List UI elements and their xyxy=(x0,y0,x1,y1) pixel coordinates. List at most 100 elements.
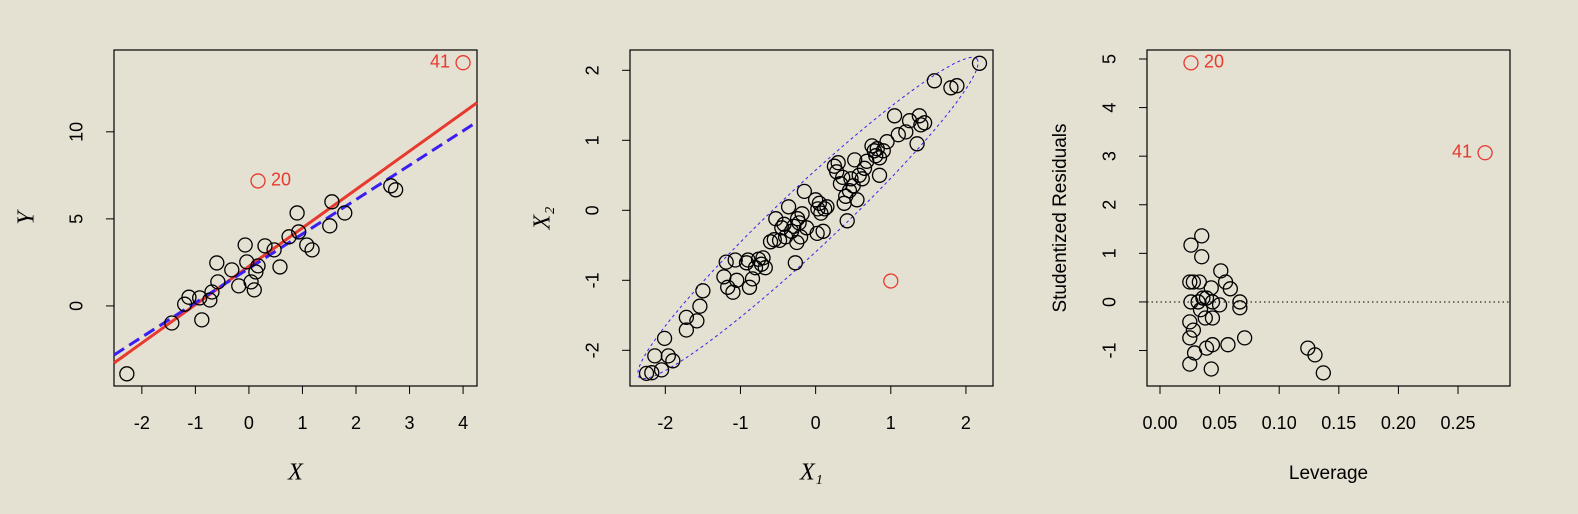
point xyxy=(841,183,858,199)
point xyxy=(868,148,884,164)
point xyxy=(774,220,790,236)
plot-frame xyxy=(113,49,478,387)
point xyxy=(949,78,965,94)
point xyxy=(678,322,695,338)
point xyxy=(181,289,197,305)
point xyxy=(1203,280,1219,296)
plot-frame xyxy=(1146,49,1511,387)
point xyxy=(755,250,771,266)
x-tick-label: 0 xyxy=(244,413,254,433)
point xyxy=(210,274,226,290)
point xyxy=(849,192,865,208)
y-tick-label: 4 xyxy=(1100,103,1120,113)
point xyxy=(644,365,660,381)
point xyxy=(909,136,925,152)
point xyxy=(291,224,307,240)
point xyxy=(237,237,253,253)
x-tick-label: 1 xyxy=(297,413,307,433)
point xyxy=(250,258,266,274)
point xyxy=(250,173,266,189)
y-tick-label: 0 xyxy=(583,205,603,215)
x-tick-label: 0.25 xyxy=(1441,413,1476,433)
point xyxy=(780,199,797,215)
point xyxy=(1194,249,1210,265)
point xyxy=(455,55,471,71)
x-tick-label: 1 xyxy=(886,413,896,433)
point xyxy=(656,330,673,347)
point xyxy=(665,353,681,369)
point xyxy=(943,80,959,96)
point xyxy=(843,171,859,187)
point xyxy=(1222,281,1238,297)
point xyxy=(727,252,743,268)
y-tick-label: 3 xyxy=(1100,151,1120,161)
point xyxy=(299,237,315,253)
point xyxy=(1203,361,1219,377)
point xyxy=(766,232,782,248)
point xyxy=(202,292,218,308)
point xyxy=(916,115,933,131)
y-tick-label: 1 xyxy=(583,135,603,145)
x-tick-label: -1 xyxy=(732,413,748,433)
point xyxy=(835,169,851,186)
point xyxy=(768,211,784,227)
point xyxy=(757,260,773,276)
x-axis-label: Leverage xyxy=(1289,463,1368,484)
x-tick-label: 0 xyxy=(811,413,821,433)
point xyxy=(1195,290,1211,306)
point xyxy=(871,167,888,183)
point xyxy=(811,195,828,211)
y-tick-label: -1 xyxy=(583,272,603,288)
point xyxy=(810,201,826,217)
x-tick-label: 0.00 xyxy=(1142,413,1177,433)
point xyxy=(1183,237,1199,253)
point xyxy=(1232,294,1248,310)
point xyxy=(854,171,870,187)
x-tick-label: 3 xyxy=(405,413,415,433)
point xyxy=(926,73,943,89)
point xyxy=(322,218,338,234)
point xyxy=(847,152,863,168)
point xyxy=(901,113,918,129)
y-tick-label: 10 xyxy=(67,122,87,142)
y-tick-label: 0 xyxy=(1100,297,1120,307)
x-tick-label: -1 xyxy=(187,413,203,433)
point xyxy=(898,124,914,140)
x-tick-label: 0.20 xyxy=(1381,413,1416,433)
y-tick-label: 2 xyxy=(583,65,603,75)
point xyxy=(807,192,824,208)
point xyxy=(1182,314,1198,330)
x-tick-label: 2 xyxy=(351,413,361,433)
point xyxy=(1197,310,1213,326)
point xyxy=(266,242,282,258)
point xyxy=(1183,294,1199,310)
point xyxy=(1477,145,1493,161)
point xyxy=(243,274,259,290)
point xyxy=(1236,330,1253,346)
plot-frame xyxy=(629,49,994,387)
point xyxy=(164,315,180,331)
point xyxy=(718,254,734,270)
point xyxy=(248,264,264,280)
point xyxy=(817,201,833,217)
point xyxy=(337,205,353,221)
point xyxy=(794,206,810,222)
point xyxy=(744,271,761,287)
point xyxy=(281,229,297,245)
point xyxy=(192,290,208,306)
point xyxy=(383,178,399,194)
point xyxy=(1185,322,1202,338)
point xyxy=(692,298,708,314)
point xyxy=(879,134,895,150)
y-tick-label: 5 xyxy=(67,214,87,224)
point xyxy=(194,312,210,328)
x-tick-label: -2 xyxy=(134,413,150,433)
point xyxy=(1232,300,1248,316)
point xyxy=(638,365,655,382)
x-axis-label: X xyxy=(287,460,304,486)
point xyxy=(1220,337,1236,353)
point xyxy=(815,223,831,239)
point xyxy=(689,313,705,329)
point xyxy=(257,238,273,254)
